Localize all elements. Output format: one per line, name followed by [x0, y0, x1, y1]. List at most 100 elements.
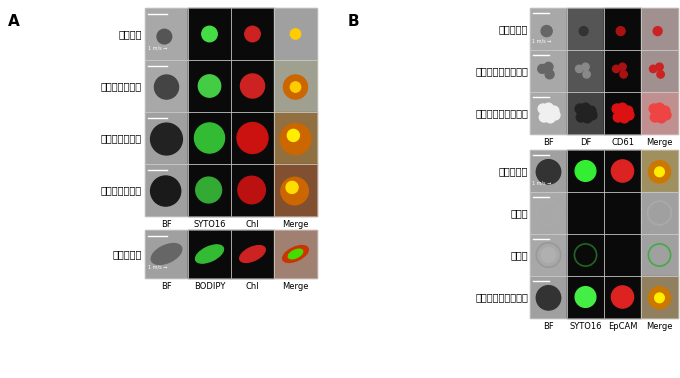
Circle shape — [581, 103, 590, 113]
Bar — [604, 276, 641, 318]
Bar — [567, 234, 604, 276]
Bar — [530, 276, 567, 318]
Text: Merge: Merge — [646, 322, 673, 331]
Text: 赤血球: 赤血球 — [511, 208, 528, 218]
Bar — [188, 112, 231, 164]
Circle shape — [660, 106, 670, 116]
Bar — [604, 192, 641, 234]
Circle shape — [290, 29, 301, 39]
Circle shape — [157, 29, 171, 44]
Bar — [231, 164, 274, 216]
Bar — [188, 164, 231, 216]
Bar — [530, 50, 567, 92]
Circle shape — [545, 113, 555, 123]
Circle shape — [544, 103, 554, 113]
Circle shape — [550, 110, 560, 120]
Circle shape — [194, 123, 224, 153]
Bar — [641, 234, 678, 276]
Text: BF: BF — [543, 138, 554, 147]
Text: Merge: Merge — [282, 220, 309, 229]
Text: クロレラ: クロレラ — [118, 29, 142, 39]
Circle shape — [649, 104, 659, 114]
Bar — [231, 230, 274, 278]
Circle shape — [619, 63, 626, 71]
Ellipse shape — [240, 246, 265, 262]
Bar — [231, 164, 274, 216]
Circle shape — [616, 27, 625, 36]
Bar — [530, 192, 567, 234]
Circle shape — [612, 104, 622, 114]
Circle shape — [544, 62, 553, 71]
Bar — [188, 60, 231, 112]
Circle shape — [537, 160, 561, 184]
Bar — [145, 164, 188, 216]
Bar — [567, 50, 604, 92]
Bar — [641, 150, 678, 192]
Circle shape — [611, 160, 634, 182]
Circle shape — [202, 26, 217, 42]
Bar — [641, 50, 678, 92]
Circle shape — [655, 293, 664, 303]
Bar — [231, 112, 274, 164]
Bar — [604, 50, 641, 92]
Bar — [641, 8, 678, 50]
Bar — [274, 8, 317, 60]
Bar — [530, 92, 567, 134]
Bar — [188, 164, 231, 216]
Circle shape — [154, 75, 179, 99]
Bar — [641, 92, 678, 134]
Ellipse shape — [151, 243, 182, 265]
Circle shape — [579, 27, 588, 36]
Bar — [567, 150, 604, 192]
Circle shape — [199, 75, 221, 97]
Bar — [567, 192, 604, 234]
Text: A: A — [8, 14, 20, 29]
Bar — [145, 230, 188, 278]
Bar — [274, 164, 317, 216]
Bar — [145, 60, 188, 112]
Bar — [604, 234, 641, 276]
Circle shape — [237, 122, 268, 153]
Bar — [604, 8, 641, 50]
Circle shape — [245, 26, 260, 42]
Bar — [641, 192, 678, 234]
Bar — [641, 276, 678, 318]
Circle shape — [280, 124, 311, 155]
Bar — [604, 234, 641, 276]
Bar — [641, 234, 678, 276]
Circle shape — [150, 123, 182, 155]
Bar — [530, 150, 567, 192]
Text: 単一血小板: 単一血小板 — [498, 24, 528, 34]
Bar — [530, 8, 567, 50]
Bar — [274, 8, 317, 60]
Circle shape — [624, 106, 633, 116]
Bar — [231, 60, 274, 112]
Bar — [641, 50, 678, 92]
Circle shape — [541, 248, 556, 262]
Bar — [231, 8, 274, 60]
Text: BODIPY: BODIPY — [194, 282, 225, 291]
Circle shape — [583, 71, 590, 78]
Bar — [274, 60, 317, 112]
Circle shape — [650, 112, 660, 122]
Bar — [145, 112, 188, 164]
Ellipse shape — [288, 249, 303, 259]
Circle shape — [583, 113, 592, 123]
Bar — [567, 50, 604, 92]
Bar — [274, 230, 317, 278]
Circle shape — [649, 161, 670, 183]
Bar — [145, 8, 188, 60]
Text: 1 m/s →: 1 m/s → — [532, 38, 551, 43]
Bar — [231, 60, 274, 112]
Text: クラミドモナス: クラミドモナス — [101, 81, 142, 91]
Bar — [145, 60, 188, 112]
Circle shape — [543, 208, 554, 218]
Circle shape — [576, 112, 586, 122]
Bar — [567, 234, 604, 276]
Bar — [604, 192, 641, 234]
Bar — [567, 276, 604, 318]
Circle shape — [575, 65, 583, 73]
Bar — [188, 112, 231, 164]
Circle shape — [655, 103, 664, 113]
Bar — [567, 276, 604, 318]
